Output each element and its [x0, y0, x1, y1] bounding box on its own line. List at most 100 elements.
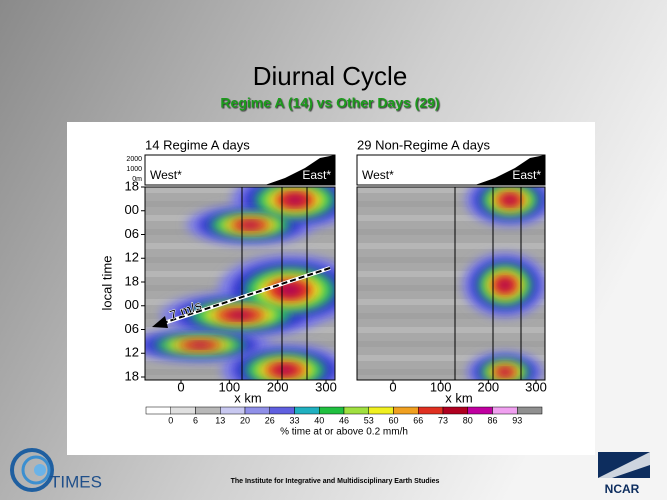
blob: [285, 195, 305, 205]
arrow-head: [152, 316, 168, 328]
colorbar-tick: 0: [168, 415, 173, 425]
east-label: East*: [302, 168, 331, 182]
elevation-tick: 0m: [132, 176, 142, 183]
colorbar-tick: 60: [388, 415, 398, 425]
colorbar-tick: 86: [487, 415, 497, 425]
logo-text: NCAR: [605, 482, 640, 496]
west-label: West*: [362, 168, 394, 182]
y-tick-label: 00: [125, 297, 139, 312]
y-tick-label: 18: [125, 273, 139, 288]
elevation-tick: 1000: [126, 166, 142, 173]
west-label: West*: [150, 168, 182, 182]
x-label: x km: [445, 390, 472, 405]
texture: [145, 257, 335, 263]
colorbar-tick: 40: [314, 415, 324, 425]
colorbar-label: % time at or above 0.2 mm/h: [280, 427, 408, 438]
colorbar-cell: [368, 406, 394, 415]
texture: [145, 243, 335, 249]
colorbar-tick: 66: [413, 415, 423, 425]
plot-frame: [356, 186, 546, 381]
blob: [278, 284, 302, 296]
x-tick-label: 0: [389, 379, 396, 394]
x-tick-label: 200: [267, 379, 289, 394]
footer: The Institute for Integrative and Multid…: [231, 478, 440, 485]
texture: [357, 187, 545, 193]
y-tick-label: 06: [125, 321, 139, 336]
colorbar-tick: 26: [265, 415, 275, 425]
texture: [357, 285, 545, 291]
colorbar-cell: [517, 406, 543, 415]
x-tick-label: 100: [430, 379, 452, 394]
x-tick-label: 200: [477, 379, 499, 394]
elevation-tick: 2000: [126, 156, 142, 163]
colorbar-tick: 46: [339, 415, 349, 425]
title: Diurnal Cycle: [253, 61, 408, 91]
blob: [188, 342, 212, 348]
colorbar-tick: 53: [364, 415, 374, 425]
colorbar-cell: [220, 406, 246, 415]
blob: [503, 196, 517, 204]
colorbar-cell: [170, 406, 196, 415]
colorbar-cell: [418, 406, 444, 415]
x-tick-label: 0: [177, 379, 184, 394]
logo-left: TIMES: [10, 448, 102, 492]
texture: [357, 215, 545, 221]
east-label: East*: [512, 168, 541, 182]
texture: [357, 257, 545, 263]
colorbar-cell: [294, 406, 320, 415]
y-tick-label: 06: [125, 226, 139, 241]
texture: [357, 369, 545, 375]
colorbar-tick: 6: [193, 415, 198, 425]
texture: [357, 229, 545, 235]
y-tick-label: 00: [125, 202, 139, 217]
colorbar-tick: 33: [289, 415, 299, 425]
colorbar-tick: 13: [215, 415, 225, 425]
colorbar-cell: [269, 406, 295, 415]
blob: [498, 280, 512, 290]
texture: [357, 313, 545, 319]
texture: [357, 327, 545, 333]
logo-text: TIMES: [50, 472, 102, 491]
blob: [275, 366, 295, 374]
colorbar-tick: 93: [512, 415, 522, 425]
x-tick-label: 300: [315, 379, 337, 394]
texture: [357, 243, 545, 249]
texture: [357, 201, 545, 207]
blob: [227, 311, 253, 319]
colorbar-tick: 20: [240, 415, 250, 425]
x-tick-label: 300: [525, 379, 547, 394]
subtitle: Regime A (14) vs Other Days (29): [220, 95, 439, 111]
y-tick-label: 18: [125, 368, 139, 383]
colorbar-cell: [145, 406, 171, 415]
y-tick-label: 18: [125, 178, 139, 193]
x-tick-label: 100: [218, 379, 240, 394]
logo-right: NCAR: [598, 452, 650, 496]
panel-title: 14 Regime A days: [145, 137, 250, 152]
x-label: x km: [234, 390, 261, 405]
terrain: [265, 155, 335, 185]
plot-frame: [144, 186, 336, 381]
colorbar-cell: [492, 406, 518, 415]
texture: [357, 271, 545, 277]
panel-title: 29 Non-Regime A days: [357, 137, 490, 152]
blob: [240, 222, 260, 228]
colorbar-cell: [244, 406, 270, 415]
colorbar-cell: [343, 406, 369, 415]
heatmap: [145, 187, 335, 380]
colorbar-cell: [442, 406, 468, 415]
y-tick-label: 12: [125, 250, 139, 265]
texture: [357, 299, 545, 305]
colorbar-cell: [195, 406, 221, 415]
heatmap: [357, 187, 545, 380]
y-label: local time: [99, 256, 114, 311]
colorbar-cell: [393, 406, 419, 415]
texture: [357, 341, 545, 347]
colorbar-cell: [467, 406, 493, 415]
arrow: [159, 267, 331, 325]
blob: [499, 369, 511, 375]
terrain: [475, 155, 545, 185]
colorbar-tick: 80: [463, 415, 473, 425]
texture: [357, 355, 545, 361]
colorbar-tick: 73: [438, 415, 448, 425]
